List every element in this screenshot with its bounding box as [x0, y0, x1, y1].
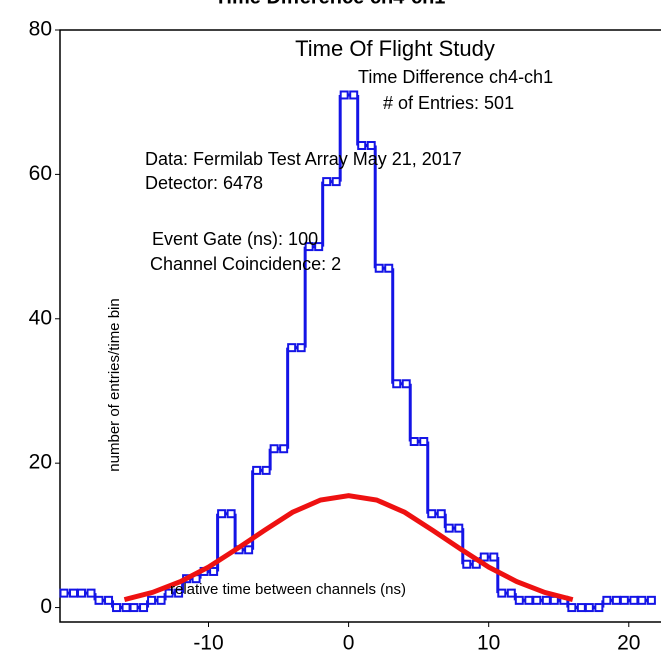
- bin-marker: [129, 603, 139, 613]
- bin-marker: [94, 595, 104, 605]
- y-tick-label: 0: [40, 595, 52, 618]
- bin-marker: [104, 595, 114, 605]
- bin-marker: [69, 588, 79, 598]
- bin-marker: [444, 523, 454, 533]
- bin-marker: [619, 595, 629, 605]
- annotation: Data: Fermilab Test Array May 21, 2017: [145, 149, 462, 169]
- bin-marker: [77, 588, 87, 598]
- bin-marker: [454, 523, 464, 533]
- bin-marker: [489, 552, 499, 562]
- bin-marker: [139, 603, 149, 613]
- bin-marker: [252, 465, 262, 475]
- bin-marker: [296, 343, 306, 353]
- plot-frame: [59, 29, 661, 623]
- bin-marker: [637, 595, 647, 605]
- bin-marker: [594, 603, 604, 613]
- bin-marker: [147, 595, 157, 605]
- bin-marker: [279, 444, 289, 454]
- annotation: # of Entries: 501: [383, 93, 514, 113]
- bin-marker: [112, 603, 122, 613]
- annotation: Detector: 6478: [145, 173, 263, 193]
- bin-marker: [629, 595, 639, 605]
- y-tick-label: 80: [29, 18, 52, 41]
- x-axis-label: relative time between channels (ns): [170, 581, 406, 598]
- bin-marker: [427, 509, 437, 519]
- y-axis-label: number of entries/time bin: [106, 298, 123, 471]
- bin-marker: [384, 263, 394, 273]
- bin-marker: [209, 566, 219, 576]
- bin-marker: [86, 588, 96, 598]
- bin-marker: [374, 263, 384, 273]
- annotation: Event Gate (ns): 100: [152, 229, 318, 249]
- bin-marker: [217, 509, 227, 519]
- bin-marker: [401, 379, 411, 389]
- bin-marker: [436, 509, 446, 519]
- y-tick-label: 20: [29, 451, 52, 474]
- bin-marker: [524, 595, 534, 605]
- bin-marker: [409, 437, 419, 447]
- bin-marker: [602, 595, 612, 605]
- bin-marker: [462, 559, 472, 569]
- bin-marker: [164, 588, 174, 598]
- annotation: Time Of Flight Study: [295, 36, 495, 61]
- x-tick-label: 10: [477, 632, 500, 655]
- bin-marker: [419, 437, 429, 447]
- bin-marker: [269, 444, 279, 454]
- y-tick-label: 40: [29, 306, 52, 329]
- bin-marker: [541, 595, 551, 605]
- bin-marker: [244, 545, 254, 555]
- bin-marker: [349, 90, 359, 100]
- bin-marker: [392, 379, 402, 389]
- bin-marker: [567, 603, 577, 613]
- annotation: Channel Coincidence: 2: [150, 254, 341, 274]
- bin-marker: [314, 242, 324, 252]
- bin-marker: [532, 595, 542, 605]
- bin-marker: [287, 343, 297, 353]
- bin-marker: [506, 588, 516, 598]
- bin-marker: [576, 603, 586, 613]
- x-tick-label: 20: [617, 632, 640, 655]
- annotation: Time Difference ch4-ch1: [358, 67, 553, 87]
- bin-marker: [174, 588, 184, 598]
- bin-marker: [366, 141, 376, 151]
- bin-marker: [304, 242, 314, 252]
- bin-marker: [514, 595, 524, 605]
- bin-marker: [357, 141, 367, 151]
- bin-marker: [339, 90, 349, 100]
- bin-marker: [584, 603, 594, 613]
- bin-marker: [646, 595, 656, 605]
- bin-marker: [59, 588, 69, 598]
- chart-title: Time Difference ch4-ch1: [215, 0, 446, 8]
- bin-marker: [331, 177, 341, 187]
- bin-marker: [497, 588, 507, 598]
- bin-marker: [226, 509, 236, 519]
- bin-marker: [611, 595, 621, 605]
- x-tick-label: -10: [193, 632, 223, 655]
- bin-marker: [156, 595, 166, 605]
- bin-marker: [261, 465, 271, 475]
- bin-marker: [479, 552, 489, 562]
- bin-marker: [322, 177, 332, 187]
- marks: [59, 90, 656, 613]
- y-tick-label: 60: [29, 162, 52, 185]
- bin-marker: [121, 603, 131, 613]
- x-tick-label: 0: [343, 632, 355, 655]
- fit-curve: [123, 493, 574, 603]
